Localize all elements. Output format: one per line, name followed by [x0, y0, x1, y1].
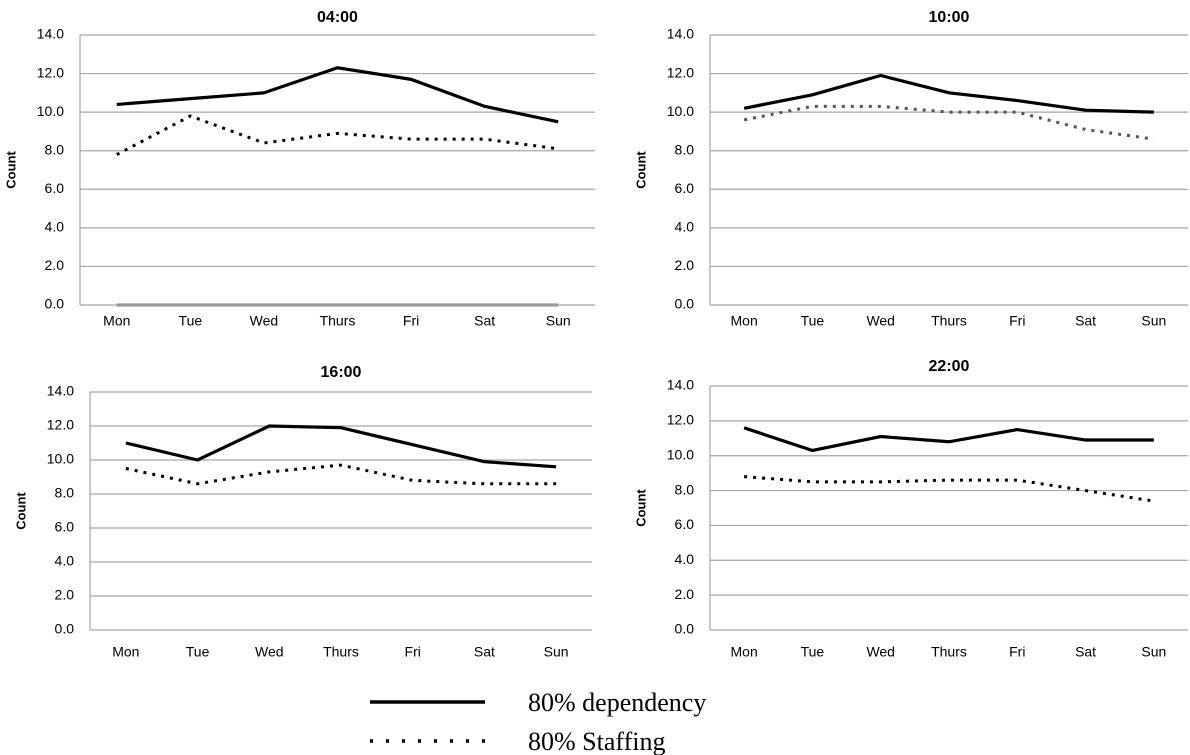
x-tick-label: Fri	[405, 644, 421, 660]
series-line	[125, 463, 557, 486]
y-tick-label: 0.0	[55, 621, 75, 637]
y-tick-label: 4.0	[675, 219, 695, 235]
y-tick-label: 14.0	[667, 377, 694, 393]
y-tick-label: 14.0	[47, 383, 74, 399]
chart-title: 10:00	[929, 9, 970, 26]
y-axis-label: Count	[3, 151, 18, 189]
series-line	[743, 73, 1154, 114]
x-tick-label: Sat	[474, 313, 495, 329]
y-tick-label: 8.0	[675, 141, 695, 157]
x-tick-label: Thurs	[320, 313, 356, 329]
x-tick-label: Mon	[112, 644, 139, 660]
y-tick-label: 14.0	[667, 26, 694, 42]
chart-title: 16:00	[321, 364, 362, 381]
x-tick-label: Sun	[544, 644, 569, 660]
y-tick-label: 0.0	[45, 296, 65, 312]
y-tick-label: 2.0	[55, 587, 75, 603]
legend-label: 80% dependency	[528, 688, 706, 717]
x-tick-label: Thurs	[931, 313, 967, 329]
y-tick-label: 12.0	[47, 417, 74, 433]
y-axis-label: Count	[633, 151, 648, 189]
x-tick-label: Mon	[103, 313, 130, 329]
y-axis-label: Count	[13, 492, 28, 530]
series-line	[125, 424, 557, 469]
y-tick-label: 10.0	[667, 446, 694, 462]
y-tick-label: 0.0	[675, 296, 695, 312]
series-line	[744, 475, 1155, 503]
y-tick-label: 10.0	[667, 103, 694, 119]
x-tick-label: Mon	[731, 313, 758, 329]
y-tick-label: 12.0	[37, 64, 64, 80]
y-tick-label: 8.0	[55, 485, 75, 501]
x-tick-label: Thurs	[931, 644, 967, 660]
x-tick-label: Mon	[731, 644, 758, 660]
legend-label: 80% Staffing	[528, 727, 665, 755]
y-tick-label: 8.0	[45, 141, 65, 157]
chart-title: 22:00	[929, 358, 970, 375]
y-tick-label: 4.0	[675, 551, 695, 567]
x-tick-label: Thurs	[323, 644, 359, 660]
x-tick-label: Sun	[546, 313, 571, 329]
x-tick-label: Sat	[474, 644, 495, 660]
series-line	[116, 114, 559, 156]
x-tick-label: Sat	[1075, 313, 1096, 329]
y-tick-label: 4.0	[55, 553, 75, 569]
y-tick-label: 14.0	[37, 26, 64, 42]
series-line	[116, 66, 559, 124]
y-tick-label: 2.0	[675, 257, 695, 273]
y-tick-label: 4.0	[45, 219, 65, 235]
series-line	[743, 426, 1154, 453]
x-tick-label: Wed	[866, 644, 895, 660]
x-tick-label: Sat	[1075, 644, 1096, 660]
x-tick-label: Fri	[1009, 313, 1025, 329]
x-tick-label: Sun	[1141, 313, 1166, 329]
y-tick-label: 2.0	[45, 257, 65, 273]
x-tick-label: Tue	[186, 644, 210, 660]
y-tick-label: 6.0	[45, 180, 65, 196]
y-tick-label: 6.0	[675, 516, 695, 532]
y-tick-label: 8.0	[675, 481, 695, 497]
x-tick-label: Tue	[801, 313, 825, 329]
x-tick-label: Wed	[255, 644, 284, 660]
y-tick-label: 10.0	[37, 103, 64, 119]
chart-title: 04:00	[317, 9, 358, 26]
x-tick-label: Tue	[801, 644, 825, 660]
y-tick-label: 2.0	[675, 586, 695, 602]
y-tick-label: 10.0	[47, 451, 74, 467]
x-tick-label: Wed	[250, 313, 279, 329]
y-tick-label: 6.0	[675, 180, 695, 196]
y-tick-label: 0.0	[675, 621, 695, 637]
x-tick-label: Tue	[179, 313, 203, 329]
x-tick-label: Wed	[866, 313, 895, 329]
y-tick-label: 12.0	[667, 64, 694, 80]
y-axis-label: Count	[633, 489, 648, 527]
x-tick-label: Sun	[1141, 644, 1166, 660]
y-tick-label: 12.0	[667, 412, 694, 428]
x-tick-label: Fri	[403, 313, 419, 329]
x-tick-label: Fri	[1009, 644, 1025, 660]
y-tick-label: 6.0	[55, 519, 75, 535]
